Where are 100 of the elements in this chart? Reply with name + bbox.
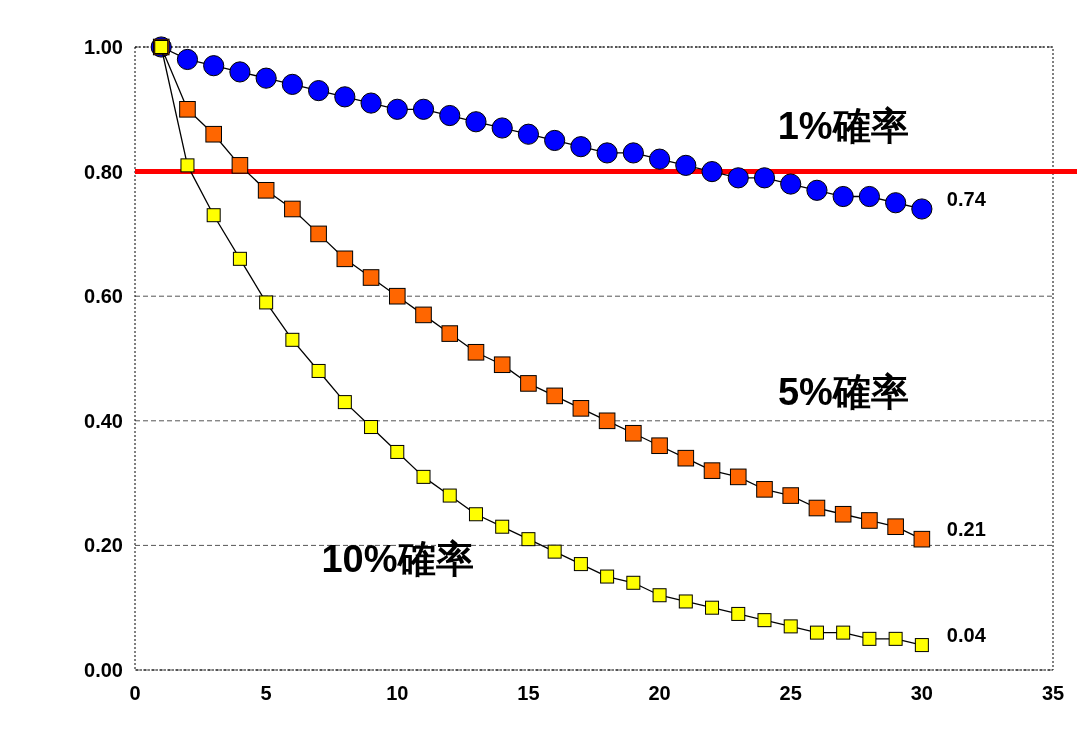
x-tick-label: 35 (1041, 682, 1065, 704)
point (705, 600, 720, 615)
point (570, 136, 592, 158)
point (205, 125, 222, 143)
x-tick-label: 10 (386, 682, 409, 704)
point (626, 575, 641, 590)
point (517, 123, 540, 145)
point (888, 631, 903, 646)
point (439, 104, 461, 127)
point (180, 158, 195, 173)
point (727, 167, 749, 189)
x-tick-label: 20 (648, 682, 671, 704)
point (232, 251, 247, 266)
point (678, 594, 693, 609)
data-label: 0.21 (946, 518, 986, 541)
point (600, 569, 615, 584)
point (622, 142, 644, 164)
point (832, 185, 854, 208)
point (911, 198, 933, 220)
point (284, 200, 301, 218)
point (652, 588, 667, 603)
point (362, 269, 380, 286)
x-tick-label: 15 (517, 682, 540, 704)
x-tick-label: 30 (910, 682, 933, 704)
point (441, 325, 459, 342)
point (757, 613, 772, 628)
point (808, 499, 826, 517)
point (780, 173, 802, 195)
x-tick-label: 5 (260, 682, 272, 704)
point (914, 638, 929, 653)
y-tick-label: 0.20 (84, 534, 123, 557)
point (337, 395, 352, 410)
point (412, 98, 435, 120)
point (415, 306, 432, 324)
y-tick-label: 0.80 (84, 160, 123, 183)
point (547, 544, 562, 559)
point (465, 111, 487, 133)
series-label: 5%確率 (777, 371, 909, 414)
series-label: 1%確率 (777, 104, 909, 147)
point (285, 332, 300, 347)
x-tick-label: 0 (129, 682, 141, 704)
point (416, 469, 431, 484)
point (675, 154, 697, 176)
point (783, 619, 798, 634)
y-tick-label: 0.00 (84, 659, 123, 681)
point (862, 631, 877, 646)
point (544, 129, 566, 152)
point (281, 73, 303, 95)
point (809, 625, 824, 640)
point (310, 225, 327, 243)
point (495, 519, 510, 534)
point (598, 412, 616, 430)
point (257, 181, 275, 199)
point (206, 208, 221, 223)
point (467, 343, 485, 361)
point (887, 518, 904, 536)
point (703, 462, 721, 479)
point (442, 488, 457, 503)
point (858, 185, 880, 208)
point (468, 507, 483, 522)
point (861, 512, 878, 529)
y-tick-label: 0.60 (84, 285, 123, 308)
point (360, 92, 382, 114)
point (364, 420, 379, 435)
point (756, 481, 773, 498)
point (493, 356, 511, 374)
point (596, 142, 618, 164)
point (179, 101, 196, 118)
x-tick-label: 25 (779, 682, 802, 704)
point (782, 487, 800, 504)
point (836, 625, 851, 640)
point (913, 530, 931, 548)
point (625, 424, 642, 442)
y-tick-label: 0.40 (84, 409, 123, 432)
y-tick-label: 1.00 (84, 36, 123, 58)
point (390, 444, 405, 459)
point (521, 532, 536, 547)
point (388, 287, 406, 305)
point (203, 55, 225, 77)
data-label: 0.74 (946, 187, 987, 210)
point (520, 375, 537, 392)
point (176, 48, 199, 71)
point (573, 557, 588, 572)
point (229, 61, 251, 83)
point (572, 400, 590, 417)
point (834, 505, 852, 523)
point (334, 86, 356, 108)
point (255, 67, 277, 89)
point (753, 167, 776, 189)
point (731, 606, 746, 621)
series-label: 10%確率 (321, 537, 474, 580)
point (651, 437, 668, 455)
data-label: 0.04 (946, 624, 987, 647)
point (491, 117, 513, 139)
point (231, 157, 249, 174)
point (648, 148, 671, 170)
point (677, 449, 695, 467)
point (259, 295, 274, 310)
point (546, 387, 563, 405)
point (885, 192, 907, 214)
